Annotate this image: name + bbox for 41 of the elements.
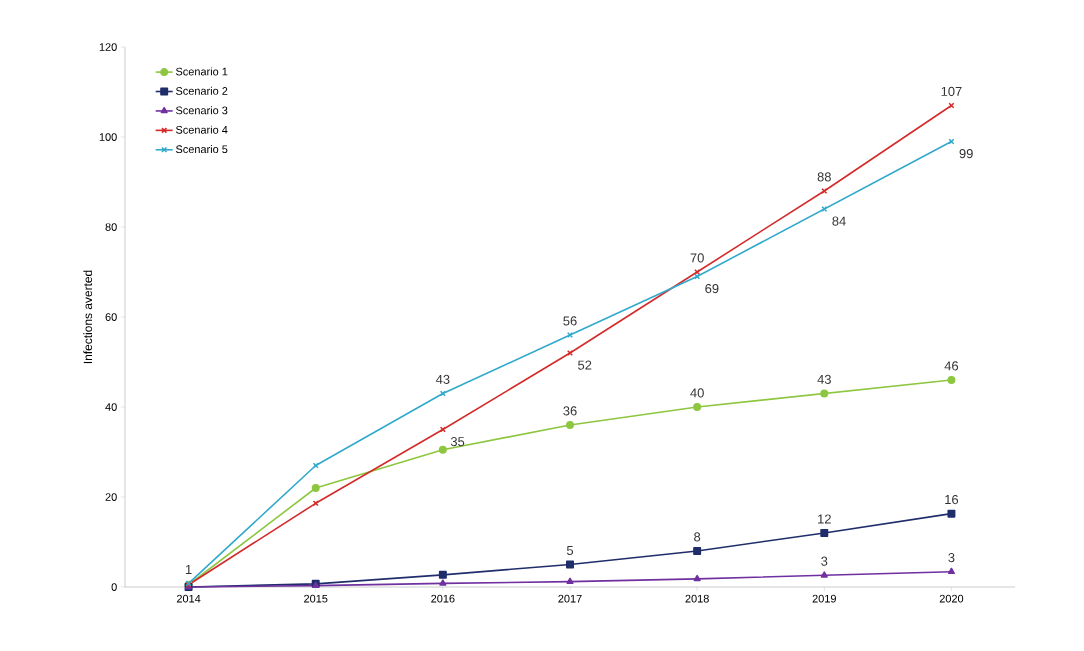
data-label: 8 [694,532,701,542]
data-label: 99 [959,149,973,159]
data-label: 3 [948,553,955,563]
data-label: 52 [578,360,592,370]
legend-label: Scenario 3 [175,106,228,115]
y-tick-label: 60 [105,313,117,321]
y-tick-label: 20 [105,493,117,501]
data-label: 3 [821,556,828,566]
data-label: 70 [690,253,704,263]
y-tick-label: 80 [105,223,117,231]
y-tick-label: 100 [99,133,117,141]
x-tick-label: 2017 [558,594,582,603]
x-tick-label: 2020 [939,594,964,603]
y-tick-label: 120 [99,43,117,51]
data-label: 43 [817,374,831,384]
x-tick-label: 2019 [812,594,836,603]
data-label: 43 [435,374,450,384]
x-tick-label: 2014 [176,594,201,603]
data-label: 40 [690,388,704,398]
data-label: 69 [705,284,719,294]
data-label: 56 [563,316,577,326]
legend-label: Scenario 4 [175,125,228,134]
y-tick-label: 40 [105,403,117,411]
data-label: 35 [450,437,465,447]
data-label: 5 [566,545,574,555]
data-label: 46 [944,361,959,371]
data-label: 36 [563,406,577,416]
data-label: 84 [832,216,846,226]
data-label: 12 [818,514,831,524]
x-tick-label: 2018 [685,594,709,603]
data-label: 107 [941,86,962,96]
legend-label: Scenario 1 [175,67,228,76]
data-label: 1 [185,564,192,574]
legend-label: Scenario 2 [175,86,228,95]
data-label: 16 [945,494,959,505]
x-tick-label: 2016 [431,594,455,603]
x-tick-label: 2015 [304,594,328,603]
data-label: 88 [817,172,831,182]
legend-label: Scenario 5 [175,145,228,154]
y-tick-label: 0 [111,583,117,591]
y-axis-title: Infections averted [83,270,93,364]
